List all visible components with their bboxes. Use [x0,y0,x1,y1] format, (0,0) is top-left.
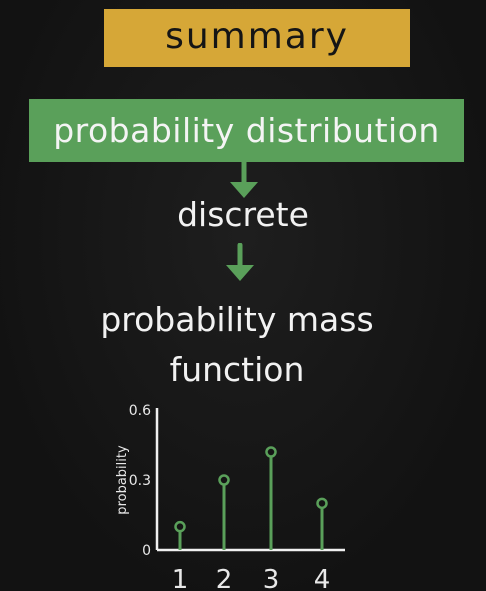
x-tick-label: 4 [314,565,331,591]
y-tick-label: 0 [142,543,151,559]
y-axis-label: probability [115,445,130,515]
down-arrow-icon [230,160,258,198]
probability-distribution-box: probability distribution [29,99,464,162]
stem-point [174,520,186,533]
y-tick-label: 0.6 [129,403,151,419]
pmf-label-line1: probability mass [100,300,374,339]
stem-point [316,497,328,510]
y-tick-label: 0.3 [129,473,151,489]
stem-point [265,446,277,458]
x-tick-label: 2 [216,565,233,591]
x-tick-label: 3 [263,565,280,591]
probability-distribution-label: probability distribution [53,111,440,150]
summary-header-box: summary [104,9,410,67]
pmf-label-line2: function [169,350,305,389]
summary-title: summary [165,15,349,57]
x-tick-label: 1 [172,565,189,591]
stem-point [218,474,230,486]
down-arrow-icon [226,243,254,281]
discrete-label: discrete [177,195,309,234]
